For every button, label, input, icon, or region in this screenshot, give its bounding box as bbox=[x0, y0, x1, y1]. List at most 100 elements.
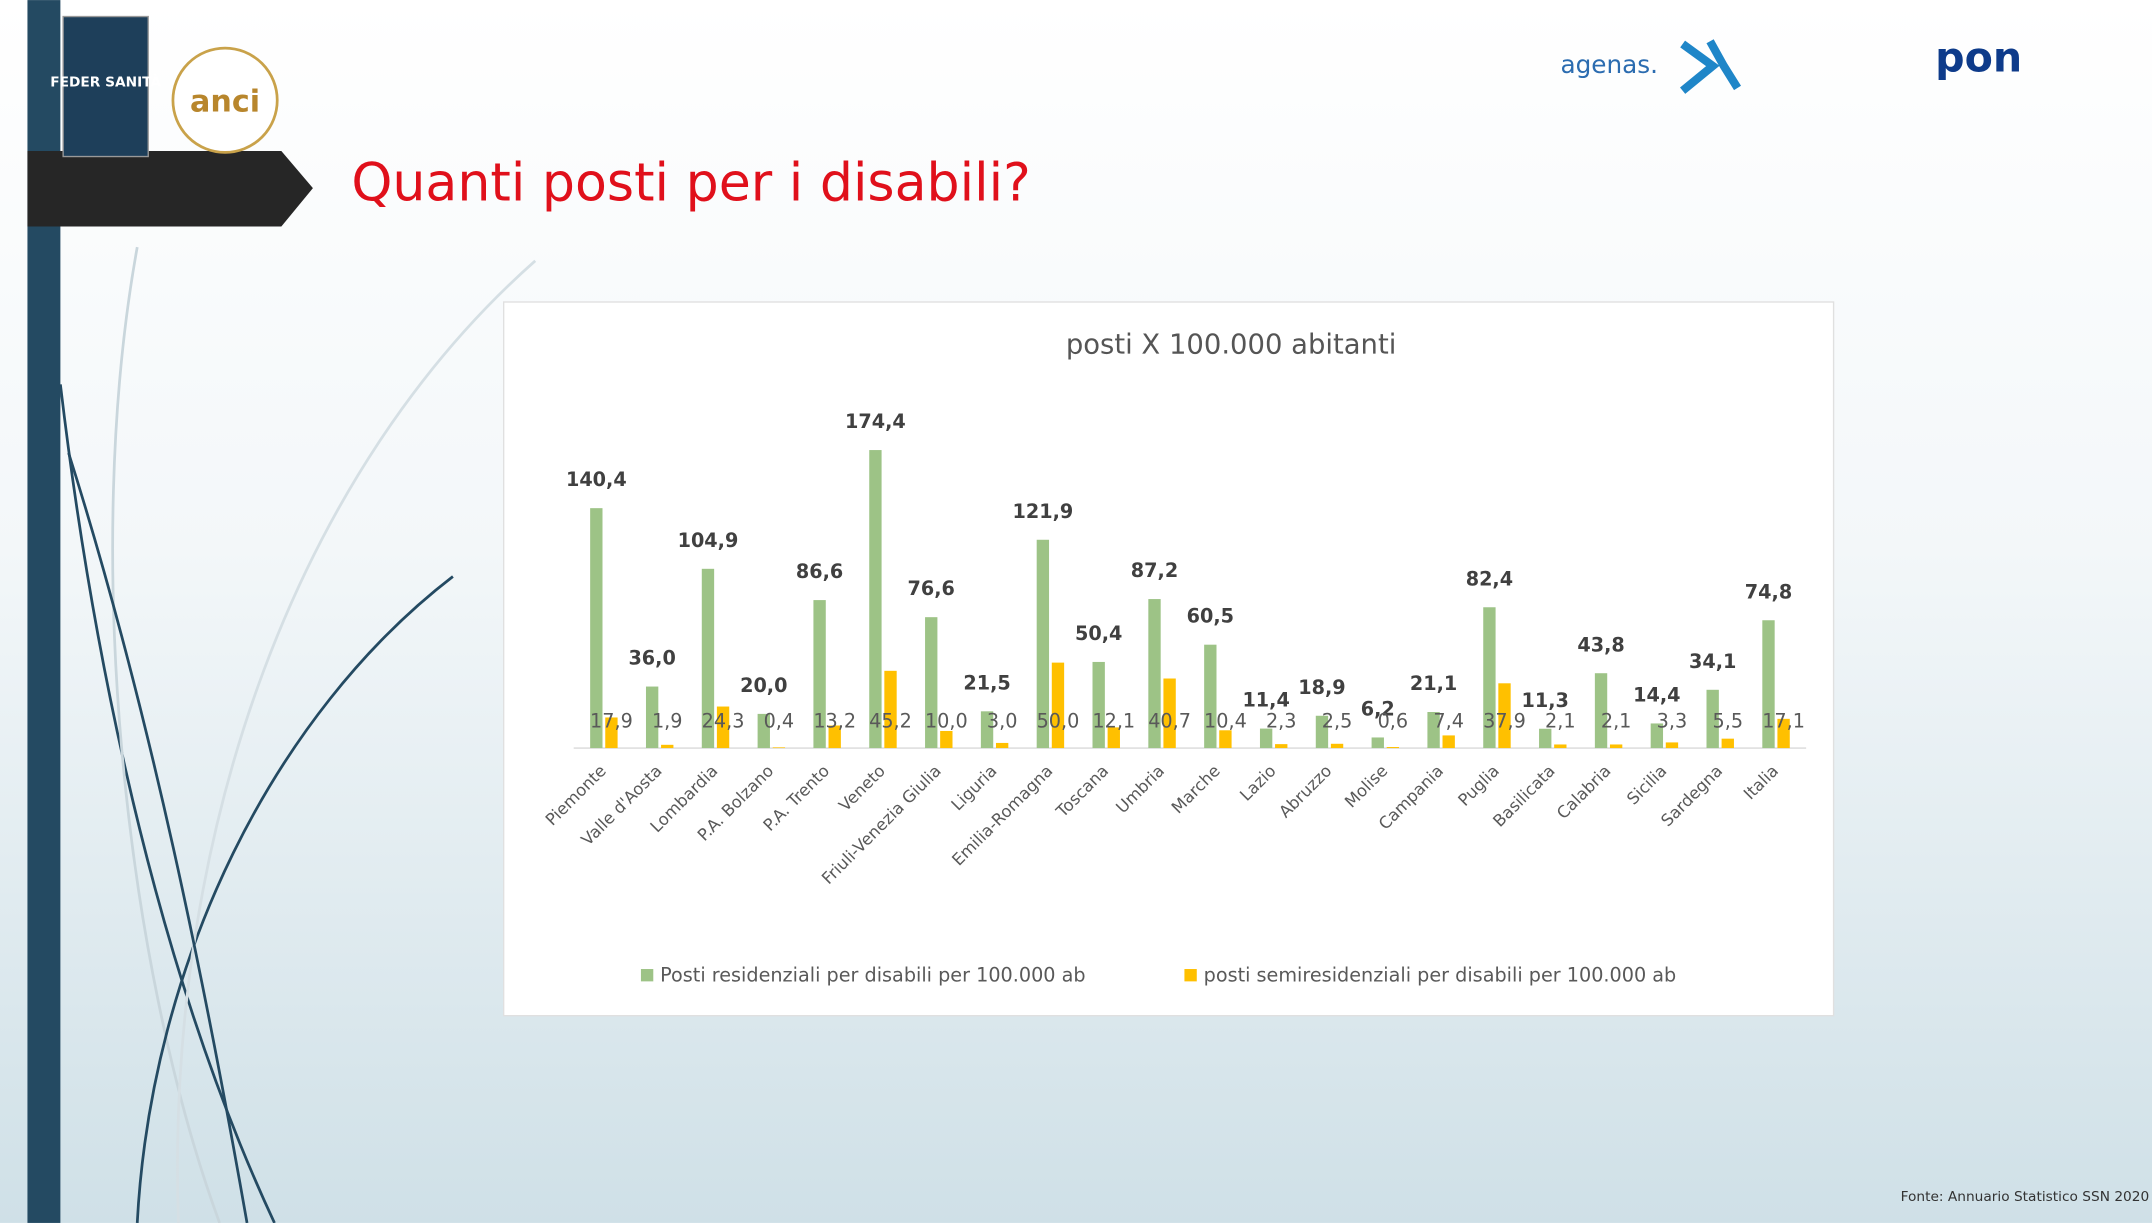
value-label: 86,6 bbox=[796, 560, 843, 583]
bar bbox=[1594, 673, 1608, 749]
bar bbox=[605, 717, 618, 749]
value-label: 7,4 bbox=[1433, 709, 1464, 732]
logo-text: FEDER SANITÀ bbox=[50, 73, 161, 90]
bar bbox=[1219, 730, 1232, 749]
bar bbox=[590, 508, 603, 749]
value-label: 82,4 bbox=[1466, 567, 1513, 590]
bar bbox=[1386, 747, 1400, 749]
legend-swatch bbox=[1184, 969, 1197, 982]
value-label: 2,3 bbox=[1266, 709, 1297, 732]
bar bbox=[1259, 728, 1273, 749]
slide-title: Quanti posti per i disabili? bbox=[351, 154, 1030, 214]
value-label: 3,0 bbox=[987, 709, 1018, 732]
bar bbox=[1706, 689, 1719, 749]
value-label: 174,4 bbox=[845, 410, 906, 433]
value-label: 50,4 bbox=[1075, 622, 1122, 645]
bar bbox=[1275, 744, 1288, 749]
value-label: 10,4 bbox=[1204, 709, 1247, 732]
bar bbox=[645, 686, 659, 749]
bar bbox=[701, 568, 715, 749]
value-label: 2,5 bbox=[1322, 709, 1353, 732]
value-label: 104,9 bbox=[678, 529, 739, 552]
bar bbox=[1483, 607, 1496, 749]
bar bbox=[1107, 727, 1120, 749]
value-label: 34,1 bbox=[1689, 650, 1736, 673]
chart-box bbox=[503, 301, 1835, 1017]
bar bbox=[1330, 743, 1344, 749]
bar bbox=[884, 670, 897, 749]
value-label: 76,6 bbox=[908, 577, 955, 600]
value-label: 121,9 bbox=[1012, 500, 1073, 523]
bar bbox=[925, 617, 938, 749]
value-label: 40,7 bbox=[1148, 709, 1191, 732]
value-label: 74,8 bbox=[1745, 580, 1792, 603]
value-label: 12,1 bbox=[1092, 709, 1135, 732]
logo-pon: pon bbox=[1935, 33, 2022, 81]
value-label: 17,9 bbox=[590, 709, 633, 732]
bar bbox=[757, 713, 770, 749]
bar bbox=[1721, 738, 1734, 749]
bar bbox=[1148, 599, 1161, 749]
value-label: 21,1 bbox=[1410, 672, 1457, 695]
bar bbox=[772, 747, 786, 749]
value-label: 1,9 bbox=[652, 709, 683, 732]
bar bbox=[1554, 744, 1567, 749]
bar bbox=[1609, 744, 1623, 749]
bar bbox=[1665, 742, 1679, 749]
bar bbox=[1777, 718, 1790, 749]
logo-agenas: agenas. bbox=[1560, 50, 1657, 79]
bar bbox=[980, 711, 994, 749]
bar bbox=[1315, 715, 1329, 749]
legend-entry: posti semiresidenziali per disabili per … bbox=[1204, 963, 1677, 986]
bar bbox=[1650, 723, 1664, 749]
bar bbox=[1427, 712, 1440, 749]
bar bbox=[1051, 662, 1065, 749]
value-label: 2,1 bbox=[1601, 709, 1632, 732]
source: Fonte: Annuario Statistico SSN 2020 bbox=[1901, 1189, 2150, 1205]
legend-swatch bbox=[640, 969, 654, 982]
bar bbox=[869, 450, 882, 749]
value-label: 11,4 bbox=[1242, 689, 1289, 712]
value-label: 6,2 bbox=[1361, 698, 1395, 721]
bar bbox=[1442, 735, 1455, 749]
logo-federsanita bbox=[62, 15, 149, 158]
value-label: 21,5 bbox=[963, 671, 1010, 694]
bar bbox=[813, 600, 826, 749]
value-label: 24,3 bbox=[702, 709, 745, 732]
value-label: 20,0 bbox=[740, 674, 787, 697]
value-label: 17,1 bbox=[1762, 709, 1805, 732]
value-label: 37,9 bbox=[1483, 709, 1526, 732]
bar bbox=[1498, 683, 1511, 749]
decor-curves bbox=[59, 246, 537, 1224]
title-arrow bbox=[27, 151, 313, 227]
value-label: 0,6 bbox=[1378, 709, 1409, 732]
legend-entry: Posti residenziali per disabili per 100.… bbox=[660, 963, 1085, 986]
bar bbox=[661, 744, 674, 749]
chart-title: posti X 100.000 abitanti bbox=[1066, 329, 1397, 360]
bar bbox=[1762, 620, 1775, 749]
value-label: 0,4 bbox=[764, 709, 795, 732]
bar bbox=[716, 706, 730, 749]
value-label: 2,1 bbox=[1545, 709, 1576, 732]
logo-agenas-mark bbox=[1680, 39, 1742, 94]
value-label: 11,3 bbox=[1522, 689, 1569, 712]
bar bbox=[1092, 661, 1105, 749]
value-label: 50,0 bbox=[1037, 709, 1080, 732]
bar bbox=[1539, 728, 1552, 749]
bar bbox=[940, 730, 953, 749]
value-label: 45,2 bbox=[869, 709, 912, 732]
bar bbox=[1163, 678, 1176, 749]
value-label: 10,0 bbox=[925, 709, 968, 732]
value-label: 87,2 bbox=[1131, 559, 1178, 582]
bar bbox=[995, 742, 1009, 749]
logo-anci bbox=[171, 46, 279, 154]
value-label: 18,9 bbox=[1298, 676, 1345, 699]
bar bbox=[1036, 539, 1050, 749]
value-label: 60,5 bbox=[1187, 605, 1234, 628]
value-label: 140,4 bbox=[566, 468, 627, 491]
value-label: 13,2 bbox=[813, 709, 856, 732]
value-label: 5,5 bbox=[1713, 709, 1744, 732]
logo-text: anci bbox=[190, 85, 260, 120]
